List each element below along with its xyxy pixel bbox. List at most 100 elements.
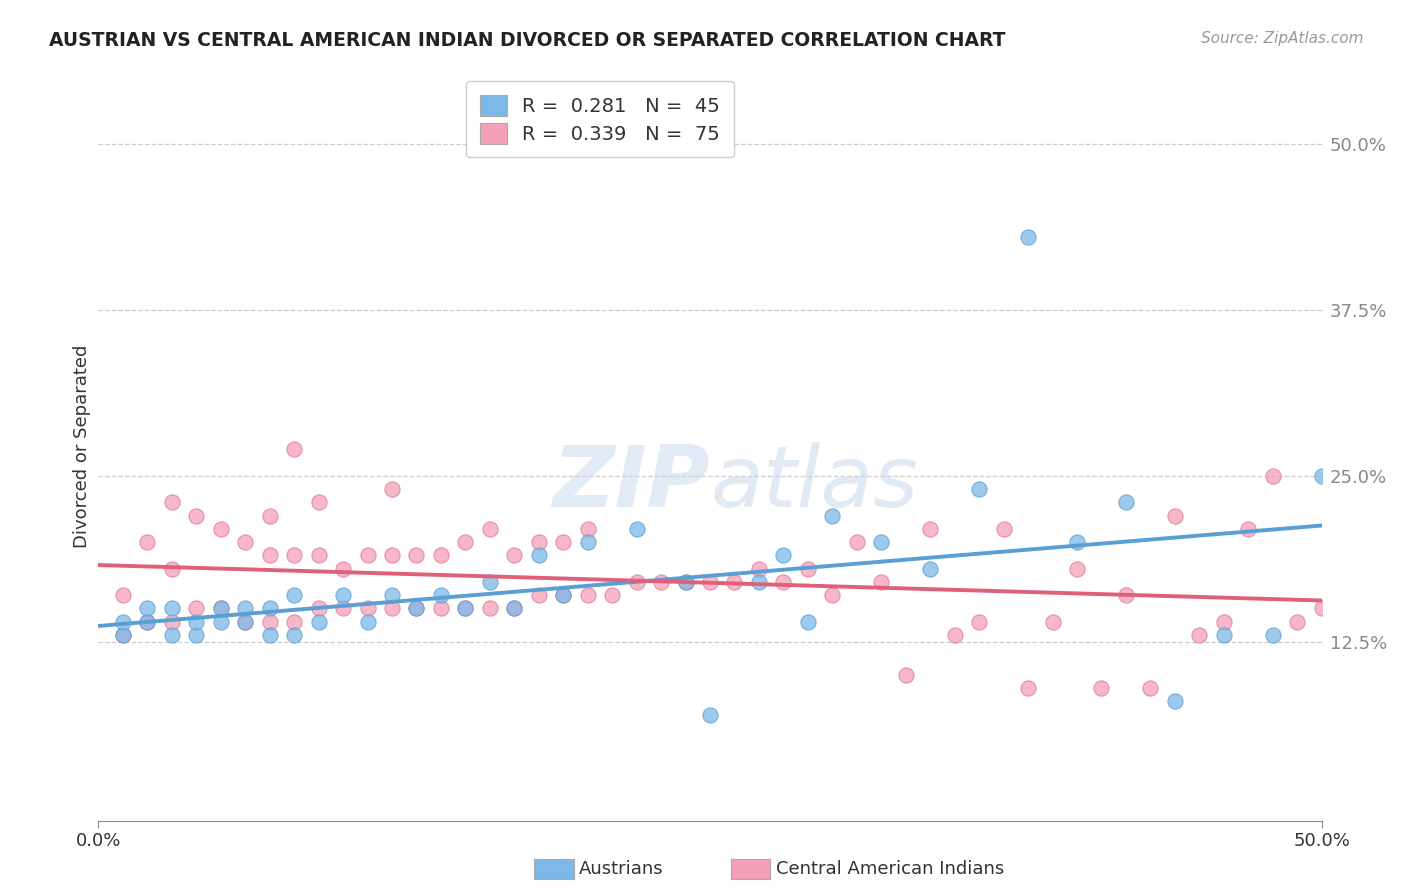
Legend: R =  0.281   N =  45, R =  0.339   N =  75: R = 0.281 N = 45, R = 0.339 N = 75 — [465, 81, 734, 158]
Point — [233, 615, 256, 629]
Point — [308, 549, 330, 563]
Point — [283, 615, 305, 629]
Point — [381, 588, 404, 602]
Point — [259, 628, 281, 642]
Point — [209, 601, 232, 615]
Point — [1212, 628, 1234, 642]
Point — [381, 601, 404, 615]
Point — [430, 549, 453, 563]
Point — [699, 574, 721, 589]
Point — [1212, 615, 1234, 629]
Point — [870, 574, 893, 589]
Point — [332, 588, 354, 602]
Point — [430, 588, 453, 602]
Point — [1286, 615, 1309, 629]
Point — [993, 522, 1015, 536]
Point — [797, 615, 820, 629]
Point — [527, 549, 550, 563]
Point — [723, 574, 745, 589]
Point — [356, 549, 378, 563]
Point — [894, 667, 917, 681]
Point — [1115, 588, 1137, 602]
Point — [675, 574, 697, 589]
Point — [136, 615, 159, 629]
Point — [503, 601, 526, 615]
Point — [748, 562, 770, 576]
Point — [478, 574, 501, 589]
Point — [920, 562, 942, 576]
Point — [626, 522, 648, 536]
Point — [1066, 562, 1088, 576]
Point — [748, 574, 770, 589]
Point — [308, 495, 330, 509]
Point — [527, 535, 550, 549]
Point — [430, 601, 453, 615]
Point — [308, 615, 330, 629]
Point — [283, 549, 305, 563]
Point — [332, 601, 354, 615]
Point — [821, 508, 844, 523]
Point — [186, 628, 208, 642]
Point — [186, 615, 208, 629]
Point — [405, 601, 427, 615]
Point — [160, 495, 183, 509]
Point — [553, 588, 575, 602]
Point — [209, 522, 232, 536]
Point — [405, 549, 427, 563]
Point — [111, 615, 134, 629]
Point — [1042, 615, 1064, 629]
Point — [1017, 230, 1039, 244]
Point — [454, 535, 477, 549]
Point — [650, 574, 672, 589]
Point — [576, 535, 599, 549]
Y-axis label: Divorced or Separated: Divorced or Separated — [73, 344, 91, 548]
Point — [233, 601, 256, 615]
Point — [772, 549, 794, 563]
Text: Central American Indians: Central American Indians — [776, 860, 1004, 878]
Point — [920, 522, 942, 536]
Point — [259, 508, 281, 523]
Point — [233, 615, 256, 629]
Point — [1090, 681, 1112, 695]
Point — [1261, 628, 1284, 642]
Text: Source: ZipAtlas.com: Source: ZipAtlas.com — [1201, 31, 1364, 46]
Point — [503, 549, 526, 563]
Point — [111, 628, 134, 642]
Point — [283, 442, 305, 457]
Point — [626, 574, 648, 589]
Point — [503, 601, 526, 615]
Point — [478, 522, 501, 536]
Point — [332, 562, 354, 576]
Point — [381, 482, 404, 496]
Point — [1017, 681, 1039, 695]
Point — [699, 707, 721, 722]
Point — [527, 588, 550, 602]
Point — [478, 601, 501, 615]
Point — [259, 549, 281, 563]
Point — [1115, 495, 1137, 509]
Point — [405, 601, 427, 615]
Point — [209, 615, 232, 629]
Point — [111, 628, 134, 642]
Point — [111, 588, 134, 602]
Point — [283, 628, 305, 642]
Point — [553, 588, 575, 602]
Point — [1188, 628, 1211, 642]
Point — [454, 601, 477, 615]
Point — [186, 601, 208, 615]
Point — [1066, 535, 1088, 549]
Point — [136, 601, 159, 615]
Point — [160, 615, 183, 629]
Point — [821, 588, 844, 602]
Point — [553, 535, 575, 549]
Text: ZIP: ZIP — [553, 442, 710, 525]
Point — [160, 601, 183, 615]
Point — [845, 535, 868, 549]
Text: AUSTRIAN VS CENTRAL AMERICAN INDIAN DIVORCED OR SEPARATED CORRELATION CHART: AUSTRIAN VS CENTRAL AMERICAN INDIAN DIVO… — [49, 31, 1005, 50]
Point — [1139, 681, 1161, 695]
Point — [870, 535, 893, 549]
Point — [186, 508, 208, 523]
Point — [356, 601, 378, 615]
Point — [160, 562, 183, 576]
Point — [259, 601, 281, 615]
